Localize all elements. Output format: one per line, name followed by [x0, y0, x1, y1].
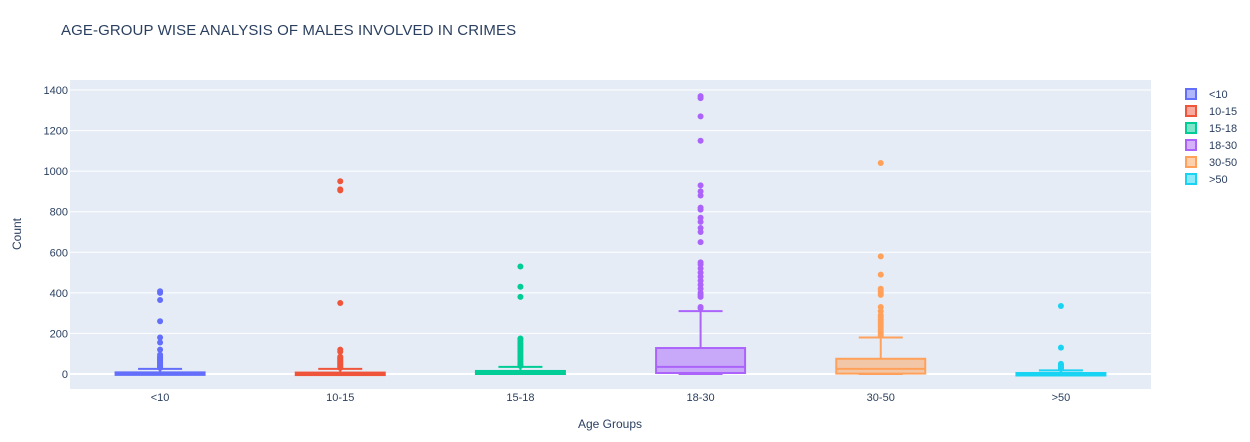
outlier-point: [877, 304, 884, 311]
outlier-point: [697, 182, 704, 189]
legend-label: 30-50: [1209, 157, 1237, 169]
legend-item[interactable]: 30-50: [1185, 156, 1237, 169]
x-tick-label: >50: [1052, 392, 1071, 404]
x-tick-label: 18-30: [687, 392, 715, 404]
y-axis-title: Count: [10, 217, 24, 250]
legend-swatch: [1185, 88, 1197, 100]
outlier-point: [1057, 360, 1064, 367]
box-group[interactable]: [474, 263, 566, 376]
outlier-point: [877, 285, 884, 292]
outlier-point: [697, 93, 704, 100]
outlier-point: [697, 304, 704, 311]
y-tick-labels: 0 200 400 600 800 1000 1200 1400: [44, 85, 68, 381]
x-tick-label: 30-50: [867, 392, 895, 404]
outlier-point: [1057, 303, 1064, 310]
x-tick-labels: <10 10-15 15-18 18-30 30-50 >50: [151, 392, 1071, 404]
outlier-point: [157, 318, 164, 325]
outlier-point: [1057, 344, 1064, 351]
outlier-point: [517, 283, 524, 290]
x-tick-label: 10-15: [326, 392, 354, 404]
outlier-point: [157, 334, 164, 341]
legend-item[interactable]: <10: [1185, 88, 1228, 101]
y-tick-label: 1400: [44, 85, 68, 97]
legend-item[interactable]: >50: [1185, 173, 1228, 186]
outlier-point: [157, 296, 164, 303]
plot-area: [70, 80, 1151, 389]
outlier-point: [517, 335, 524, 342]
legend-label: 18-30: [1209, 140, 1237, 152]
legend-swatch: [1185, 122, 1197, 134]
box-group[interactable]: [294, 178, 386, 377]
y-tick-label: 400: [50, 288, 68, 300]
outlier-point: [697, 113, 704, 120]
x-tick-label: 15-18: [506, 392, 534, 404]
box-group[interactable]: [655, 93, 747, 375]
y-tick-label: 1000: [44, 166, 68, 178]
outlier-point: [157, 288, 164, 295]
legend-label: 15-18: [1209, 123, 1237, 135]
x-tick-label: <10: [151, 392, 170, 404]
legend-item[interactable]: 18-30: [1185, 139, 1237, 152]
outlier-point: [697, 137, 704, 144]
y-tick-label: 1200: [44, 126, 68, 138]
outlier-point: [337, 346, 344, 353]
outlier-point: [697, 204, 704, 211]
chart-title: AGE-GROUP WISE ANALYSIS OF MALES INVOLVE…: [61, 22, 517, 39]
outlier-point: [337, 353, 344, 360]
legend[interactable]: <10 10-15 15-18 18-30 30-50 >50: [1185, 88, 1237, 186]
outlier-point: [337, 186, 344, 193]
outlier-point: [697, 188, 704, 195]
grid-lines: [70, 89, 1151, 375]
outlier-point: [877, 271, 884, 278]
box-series[interactable]: [114, 93, 1107, 377]
box-group[interactable]: [1015, 303, 1107, 377]
outlier-point: [697, 259, 704, 266]
box-group[interactable]: [114, 288, 206, 376]
outlier-point: [157, 339, 164, 346]
y-tick-label: 600: [50, 247, 68, 259]
y-tick-label: 0: [62, 369, 68, 381]
legend-swatch: [1185, 139, 1197, 151]
outlier-point: [337, 178, 344, 185]
legend-swatch: [1185, 156, 1197, 168]
outlier-point: [877, 160, 884, 167]
box: [835, 357, 927, 375]
outlier-point: [517, 293, 524, 300]
legend-item[interactable]: 15-18: [1185, 122, 1237, 135]
box: [655, 347, 747, 374]
outlier-point: [697, 239, 704, 246]
y-tick-label: 800: [50, 207, 68, 219]
y-tick-label: 200: [50, 328, 68, 340]
outlier-point: [157, 346, 164, 353]
outlier-point: [877, 253, 884, 260]
outlier-point: [697, 224, 704, 231]
outlier-point: [697, 214, 704, 221]
legend-item[interactable]: 10-15: [1185, 105, 1237, 118]
outlier-point: [337, 300, 344, 306]
box-group[interactable]: [835, 160, 927, 375]
legend-label: 10-15: [1209, 106, 1237, 118]
outlier-point: [517, 263, 524, 270]
legend-swatch: [1185, 105, 1197, 117]
legend-label: <10: [1209, 89, 1228, 101]
legend-label: >50: [1209, 174, 1228, 186]
outlier-point: [157, 351, 164, 358]
x-axis-title: Age Groups: [578, 417, 642, 431]
legend-swatch: [1185, 173, 1197, 185]
